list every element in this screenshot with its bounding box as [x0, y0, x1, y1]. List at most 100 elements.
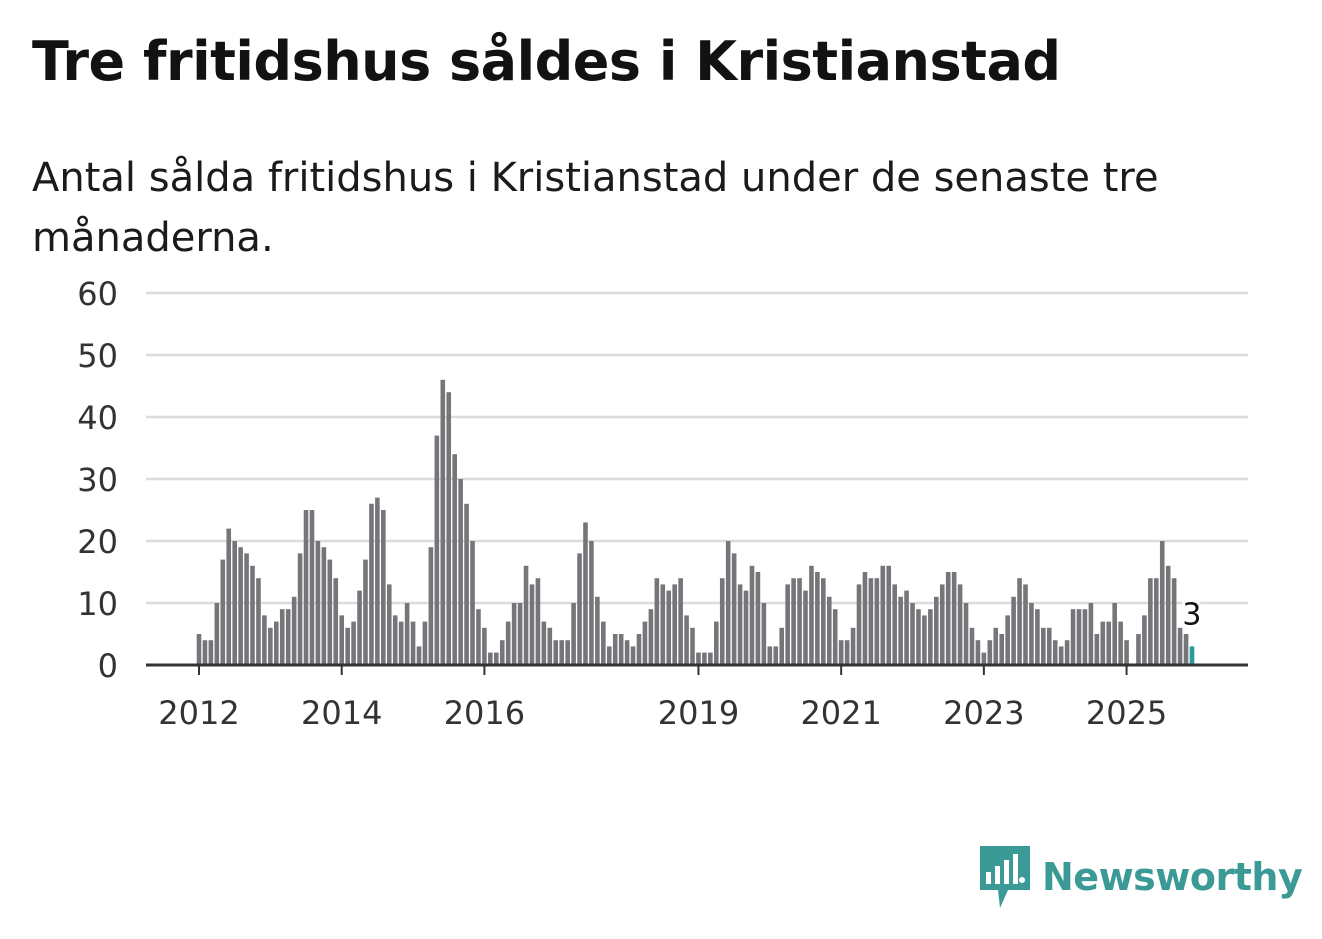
x-tick-label: 2016: [444, 694, 525, 732]
bar: [482, 627, 487, 665]
brand-name: Newsworthy: [1042, 855, 1303, 899]
bar: [797, 578, 802, 665]
bar: [702, 652, 707, 665]
bar: [904, 590, 909, 665]
bar: [505, 621, 511, 665]
bar: [416, 646, 422, 665]
bar: [357, 590, 362, 665]
bar: [1148, 578, 1153, 665]
bar: [476, 609, 481, 665]
bar: [309, 510, 315, 665]
bars: [196, 379, 1195, 665]
bar: [523, 565, 529, 665]
bar: [910, 603, 915, 665]
bar-chart-logo-icon: [980, 846, 1030, 908]
bar: [541, 621, 547, 665]
bar: [434, 435, 440, 665]
bar: [838, 640, 844, 665]
bar: [1017, 578, 1022, 665]
bar: [339, 615, 344, 665]
bar: [1070, 609, 1076, 665]
bar: [583, 522, 588, 665]
bar: [1165, 565, 1171, 665]
bar: [708, 652, 713, 665]
bar: [880, 565, 886, 665]
bar: [1136, 634, 1141, 665]
bar: [381, 510, 386, 665]
bar: [1142, 615, 1147, 665]
bar: [1088, 603, 1094, 665]
bar: [303, 510, 309, 665]
bar: [345, 627, 350, 665]
bar: [999, 634, 1005, 665]
bar: [499, 640, 505, 665]
bar: [214, 603, 220, 665]
bar: [862, 572, 868, 665]
annotations: 3: [1179, 594, 1204, 635]
bar: [386, 584, 392, 665]
bar: [761, 603, 767, 665]
bar: [1106, 621, 1112, 665]
bar: [327, 559, 333, 665]
y-tick-label: 0: [98, 647, 118, 685]
bar: [1058, 646, 1064, 665]
bar: [654, 578, 660, 665]
x-axis-labels: 2012 2014 2016 2019 2021 2023 2025: [158, 665, 1167, 732]
bar: [1159, 541, 1165, 665]
bar: [428, 547, 434, 665]
chart-subtitle: Antal sålda fritidshus i Kristianstad un…: [32, 155, 1159, 261]
bar: [1005, 615, 1010, 665]
bar: [511, 603, 517, 665]
bar: [232, 541, 237, 665]
y-tick-label: 50: [77, 337, 118, 375]
bar: [1171, 578, 1177, 665]
bar: [464, 503, 469, 665]
bar: [886, 565, 892, 665]
bar: [1035, 609, 1040, 665]
y-tick-label: 40: [77, 399, 118, 437]
bar: [1094, 634, 1100, 665]
bar: [398, 621, 404, 665]
bar: [892, 584, 897, 665]
bar: [291, 596, 297, 665]
bar: [850, 627, 856, 665]
bar: [315, 541, 321, 665]
bar: [755, 572, 761, 665]
x-tick-label: 2012: [158, 694, 239, 732]
bar: [1041, 627, 1046, 665]
bar: [874, 578, 880, 665]
bar: [577, 553, 582, 665]
bar: [458, 479, 463, 665]
bar: [624, 640, 630, 665]
bar: [244, 553, 249, 665]
bar: [1076, 609, 1082, 665]
bar: [1177, 627, 1183, 665]
bar: [1011, 596, 1016, 665]
bar: [660, 584, 666, 665]
bar: [1118, 621, 1123, 665]
y-tick-label: 30: [77, 461, 118, 499]
x-tick-label: 2025: [1086, 694, 1167, 732]
bar: [565, 640, 570, 665]
bar: [1023, 584, 1028, 665]
bar: [957, 584, 963, 665]
x-tick-label: 2019: [658, 694, 739, 732]
bar: [606, 646, 612, 665]
bar: [826, 596, 832, 665]
bar: [916, 609, 921, 665]
x-tick-label: 2021: [800, 694, 881, 732]
bar: [987, 640, 993, 665]
y-tick-label: 60: [77, 275, 118, 313]
bar: [1100, 621, 1106, 665]
bar: [690, 627, 695, 665]
bar: [553, 640, 559, 665]
bar: [529, 584, 535, 665]
bar: [297, 553, 303, 665]
bar: [737, 584, 743, 665]
bar: [333, 578, 339, 665]
bar: [1124, 640, 1129, 665]
bar: [256, 578, 261, 665]
bar: [1064, 640, 1070, 665]
bar: [868, 578, 874, 665]
